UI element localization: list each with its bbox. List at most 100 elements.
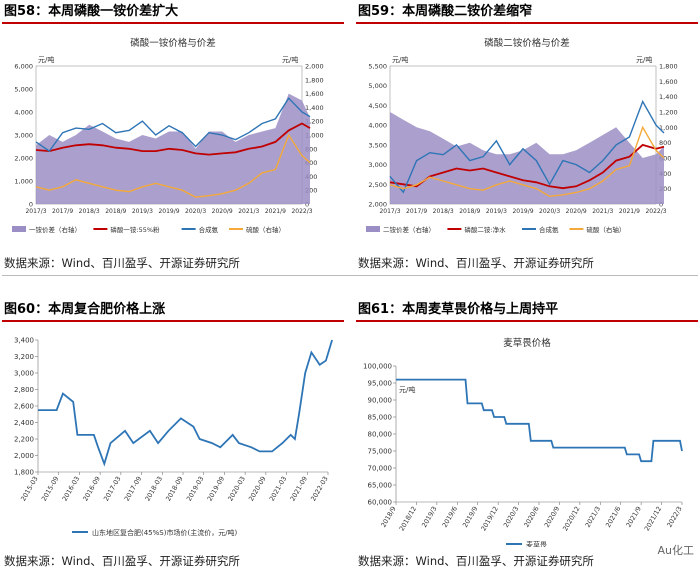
chart-title: 磷酸一铵价格与价差	[130, 37, 216, 49]
y-tick-label-left: 6,000	[14, 63, 33, 71]
x-tick-label: 2020/9	[543, 505, 561, 529]
x-tick-label: 2020/9	[212, 208, 233, 215]
x-tick-label: 2018-09	[164, 475, 185, 503]
left-axis-unit: 元/吨	[38, 55, 54, 64]
x-tick-label: 2015-03	[19, 475, 40, 503]
chart-container: 麦草畏价格 元/吨 60,000 65,000 70,000 75,000 80,000 85…	[356, 322, 698, 547]
x-tick-label: 2018/3	[433, 208, 454, 215]
x-tick-label: 2019/12	[479, 505, 499, 532]
x-tick-label: 2021/12	[643, 505, 663, 532]
series-line	[38, 339, 333, 467]
left-axis-unit: 元/吨	[392, 55, 408, 64]
y-tick-label-right: 0	[305, 201, 309, 209]
x-tick-label: 2020/6	[522, 505, 540, 529]
x-tick-label: 2017/3	[25, 208, 46, 215]
chart-container: 磷酸二铵价格与价差 元/吨 元/吨 2,000 2,500 3,000 3,500 4,000…	[356, 24, 698, 249]
chart-title: 麦草畏价格	[503, 337, 551, 349]
chart-container: 磷酸一铵价格与价差 元/吨 元/吨 0 1,000 2,000 3,000 4,000 5,00…	[2, 24, 344, 249]
x-tick-label: 2019/3	[486, 208, 507, 215]
x-tick-label: 2020/3	[185, 208, 206, 215]
series-line	[35, 97, 311, 153]
x-tick-label: 2022/3	[645, 208, 666, 215]
x-tick-label: 2022/3	[665, 505, 683, 529]
legend-label: 麦草畏	[526, 540, 547, 547]
series-area	[390, 112, 664, 204]
x-tick-label: 2019/9	[158, 208, 179, 215]
panel-fig58: 图58：本周磷酸一铵价差扩大 磷酸一铵价格与价差 元/吨 元/吨 0 1,000 2,00…	[2, 2, 344, 271]
y-axis-unit: 元/吨	[399, 385, 415, 394]
x-tick-label: 2016-09	[81, 475, 102, 503]
series-line	[389, 125, 665, 198]
figure-title: 图58：本周磷酸一铵价差扩大	[2, 2, 344, 24]
y-tick-label-right: 600	[659, 155, 671, 163]
x-tick-label: 2018/9	[379, 505, 397, 529]
y-tick-label-right: 400	[659, 170, 671, 178]
y-tick-label: 70,000	[368, 465, 393, 473]
x-tick-label: 2019-09	[206, 475, 227, 503]
x-tick-label: 2021/3	[592, 208, 613, 215]
y-tick-label-left: 4,000	[368, 122, 387, 130]
x-tick-label: 2019/9	[461, 505, 479, 529]
y-tick-label: 2,400	[14, 419, 34, 427]
y-tick-label-left: 2,000	[368, 201, 387, 209]
x-tick-label: 2021/9	[625, 505, 643, 529]
x-tick-label: 2017/3	[379, 208, 400, 215]
y-tick-label-left: 5,000	[14, 86, 33, 94]
y-tick-label-left: 3,000	[368, 161, 387, 169]
y-tick-label-right: 1,400	[305, 104, 324, 112]
y-tick-label-right: 200	[305, 187, 317, 195]
y-tick-label-right: 1,000	[659, 124, 678, 132]
panel-fig60: 图60：本周复合肥价格上涨 1,800 2,000 2,200 2,400 2,600 2…	[2, 300, 344, 569]
x-tick-label: 2020/3	[502, 505, 520, 529]
x-tick-label: 2021/9	[265, 208, 286, 215]
x-tick-label: 2021-03	[268, 475, 289, 503]
y-tick-label: 3,200	[14, 353, 34, 361]
y-tick-label: 65,000	[368, 482, 393, 490]
y-tick-label-right: 2,000	[305, 63, 324, 71]
x-tick-label: 2018/12	[398, 505, 418, 532]
y-tick-label: 60,000	[368, 499, 393, 507]
figure-title: 图60：本周复合肥价格上涨	[2, 300, 344, 322]
source-note: 数据来源：Wind、百川盈孚、开源证券研究所	[4, 554, 240, 568]
series-line	[396, 378, 683, 463]
y-tick-label-left: 1,000	[14, 178, 33, 186]
x-tick-label: 2017-03	[102, 475, 123, 503]
y-tick-label: 90,000	[368, 397, 393, 405]
chart-title: 磷酸二铵价格与价差	[484, 37, 570, 49]
panel-fig61: 图61：本周麦草畏价格与上周持平 麦草畏价格元/吨 60,000 65,000 70,…	[356, 300, 698, 569]
legend-label: 合成氨	[199, 225, 219, 234]
y-tick-label-right: 800	[305, 145, 317, 153]
x-tick-label: 2021-09	[289, 475, 310, 503]
x-tick-label: 2021/6	[604, 505, 622, 529]
series-line	[389, 143, 665, 190]
x-tick-label: 2020/9	[566, 208, 587, 215]
y-tick-label: 1,800	[14, 469, 34, 477]
y-tick-label-right: 800	[659, 139, 671, 147]
x-tick-label: 2019-03	[185, 475, 206, 503]
y-tick-label: 2,600	[14, 403, 34, 411]
x-tick-label: 2019/3	[132, 208, 153, 215]
figure-title: 图59：本周磷酸二铵价差缩窄	[356, 2, 698, 24]
legend-label: 磷酸一铵:55%粉	[110, 225, 160, 234]
x-tick-label: 2019/3	[420, 505, 438, 529]
y-tick-label-left: 4,500	[368, 102, 387, 110]
chart-c60: 1,800 2,000 2,200 2,400 2,600 2,800 3,000 3,200…	[14, 337, 333, 537]
y-tick-label-right: 0	[659, 201, 663, 209]
x-tick-label: 2020-03	[226, 475, 247, 503]
chart-container: 1,800 2,000 2,200 2,400 2,600 2,800 3,000 3,200…	[2, 322, 344, 547]
y-tick-label: 3,000	[14, 370, 34, 378]
y-tick-label: 2,200	[14, 436, 34, 444]
y-tick-label-right: 200	[659, 185, 671, 193]
y-tick-label-left: 2,000	[14, 155, 33, 163]
y-tick-label-left: 5,000	[368, 82, 387, 90]
y-tick-label-right: 1,600	[659, 78, 678, 86]
y-tick-label: 3,400	[14, 337, 34, 345]
y-tick-label-right: 600	[305, 159, 317, 167]
figure-title: 图61：本周麦草畏价格与上周持平	[356, 300, 698, 322]
x-tick-label: 2021/3	[238, 208, 259, 215]
y-tick-label-right: 1,400	[659, 93, 678, 101]
y-tick-label: 85,000	[368, 414, 393, 422]
y-tick-label-right: 1,600	[305, 90, 324, 98]
